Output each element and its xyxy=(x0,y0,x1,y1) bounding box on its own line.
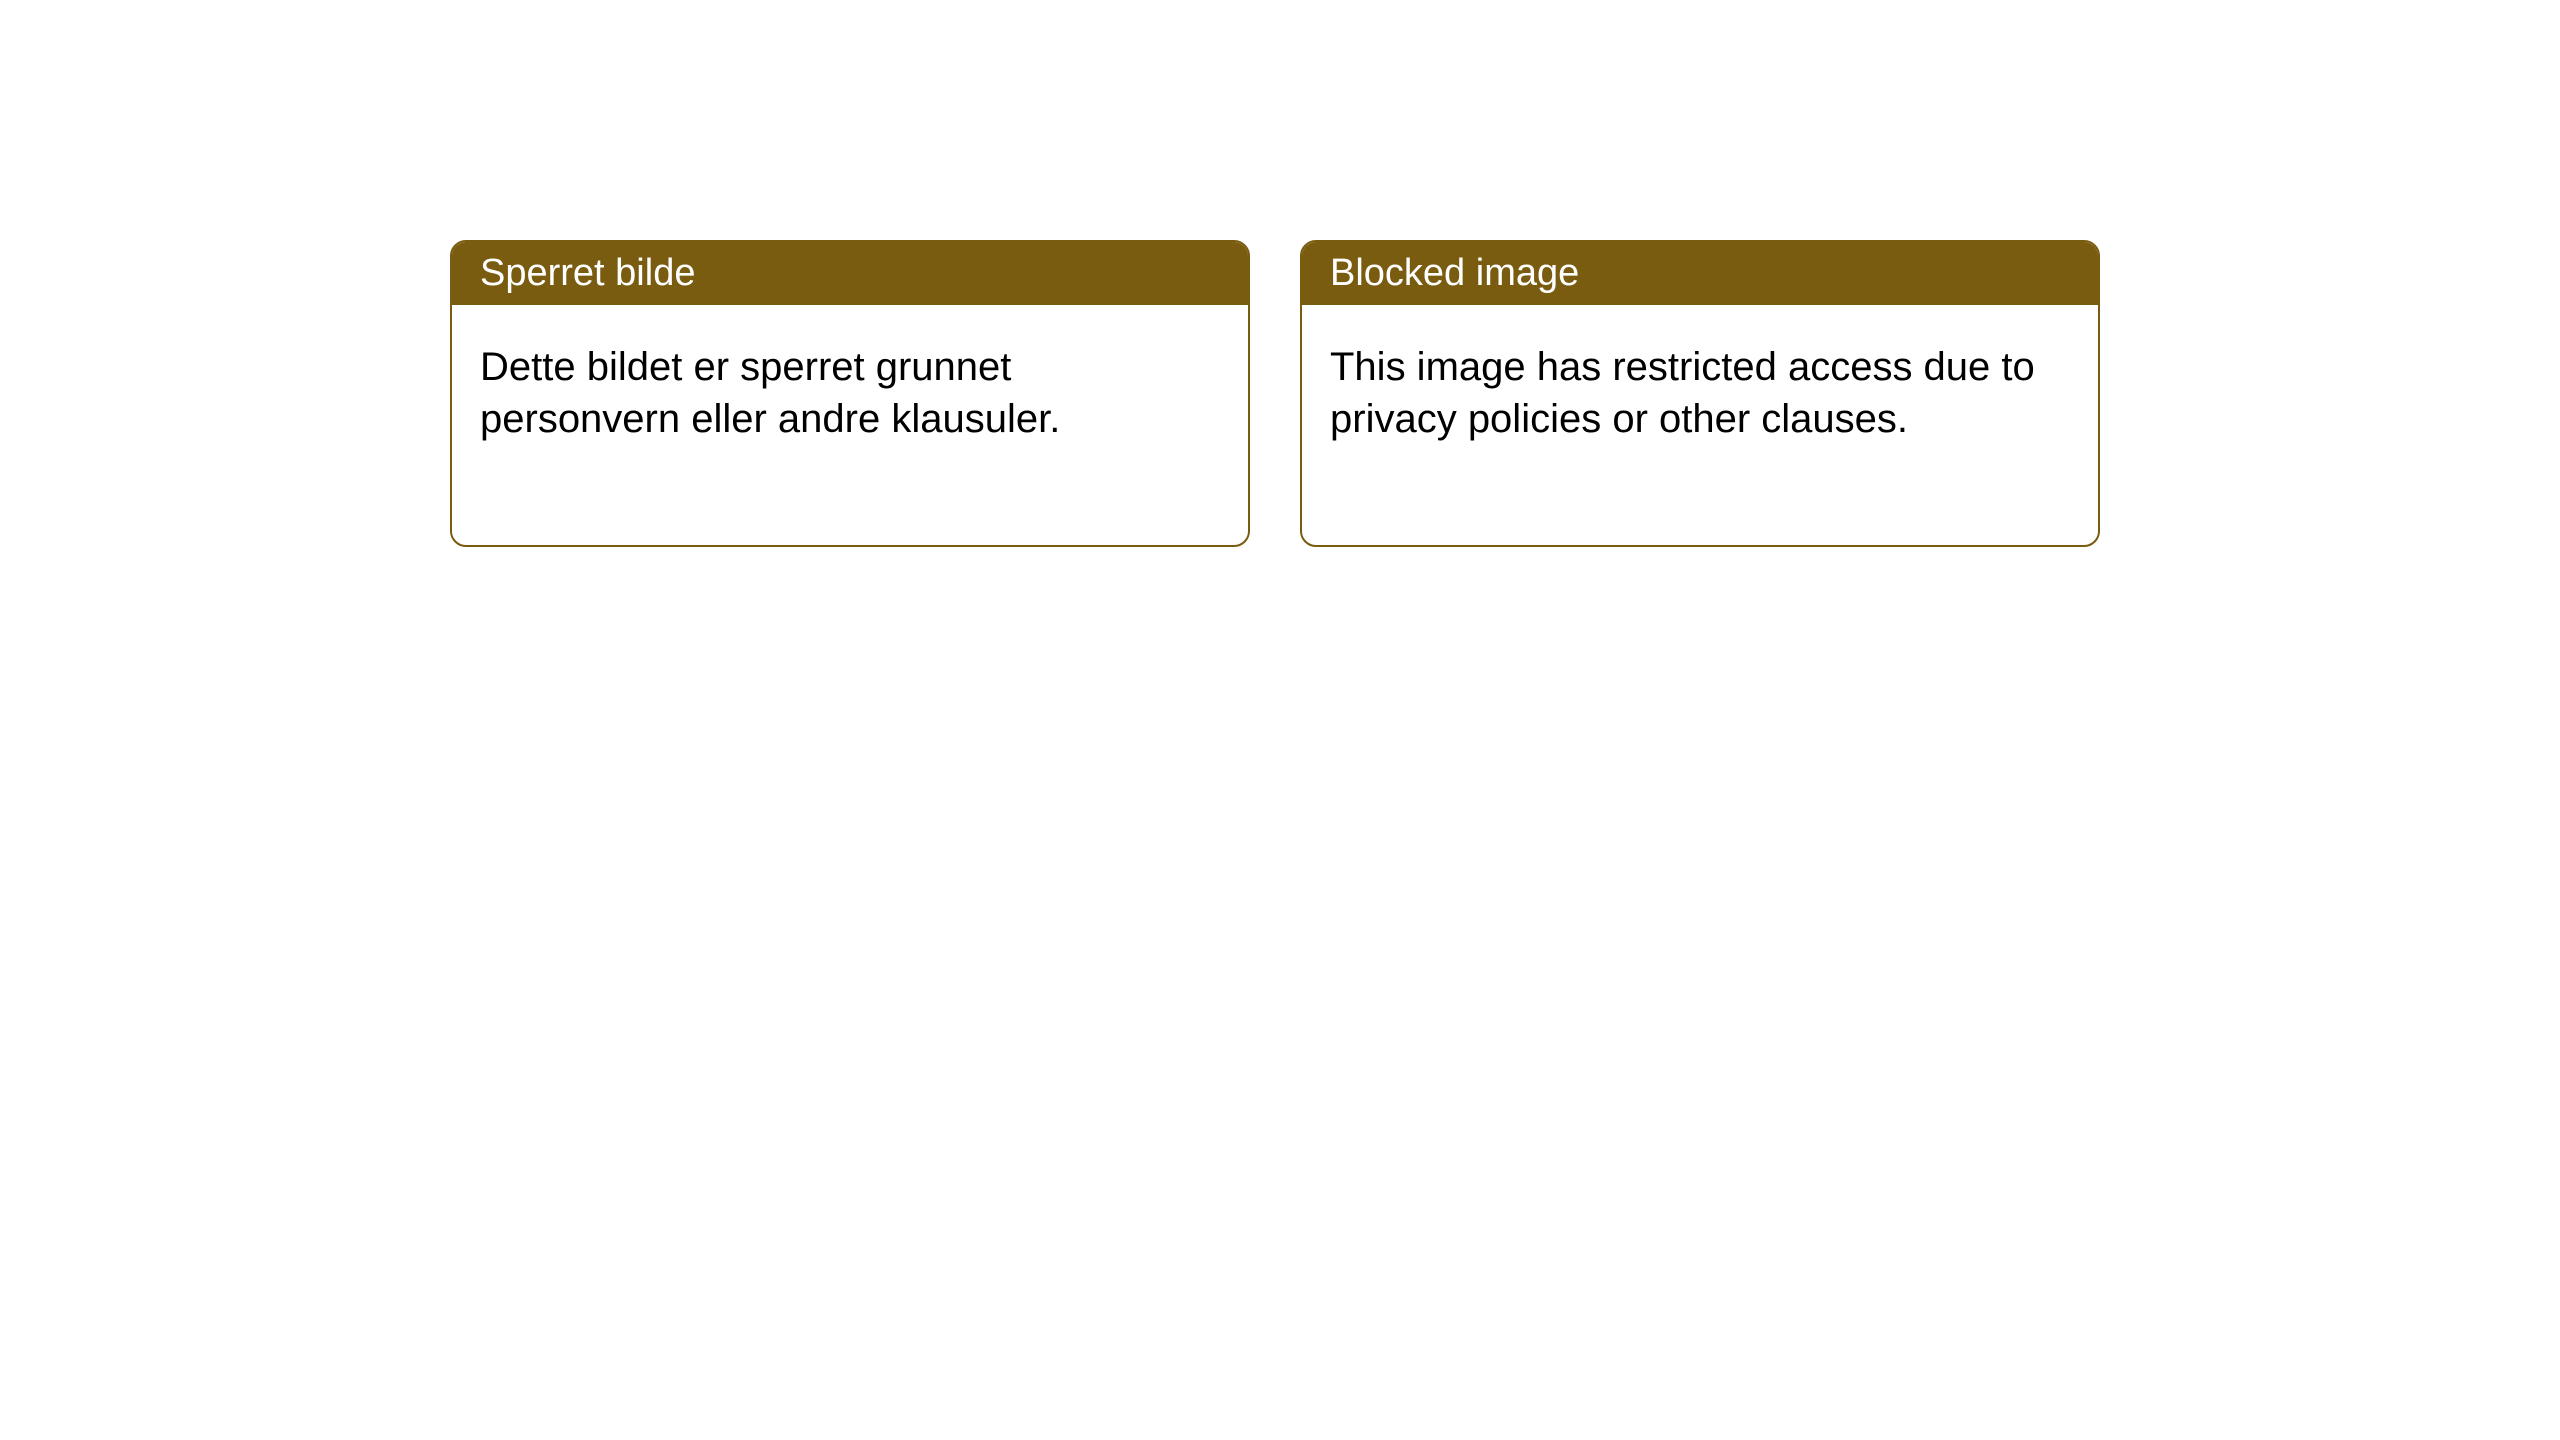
card-title: Blocked image xyxy=(1330,252,1579,294)
card-title: Sperret bilde xyxy=(480,252,695,294)
notice-card-norwegian: Sperret bilde Dette bildet er sperret gr… xyxy=(450,240,1250,547)
card-body: This image has restricted access due to … xyxy=(1302,305,2098,545)
card-body: Dette bildet er sperret grunnet personve… xyxy=(452,305,1248,545)
card-body-text: Dette bildet er sperret grunnet personve… xyxy=(480,345,1060,441)
card-header: Blocked image xyxy=(1302,242,2098,305)
notice-cards-container: Sperret bilde Dette bildet er sperret gr… xyxy=(450,240,2100,547)
card-body-text: This image has restricted access due to … xyxy=(1330,345,2035,441)
card-header: Sperret bilde xyxy=(452,242,1248,305)
notice-card-english: Blocked image This image has restricted … xyxy=(1300,240,2100,547)
